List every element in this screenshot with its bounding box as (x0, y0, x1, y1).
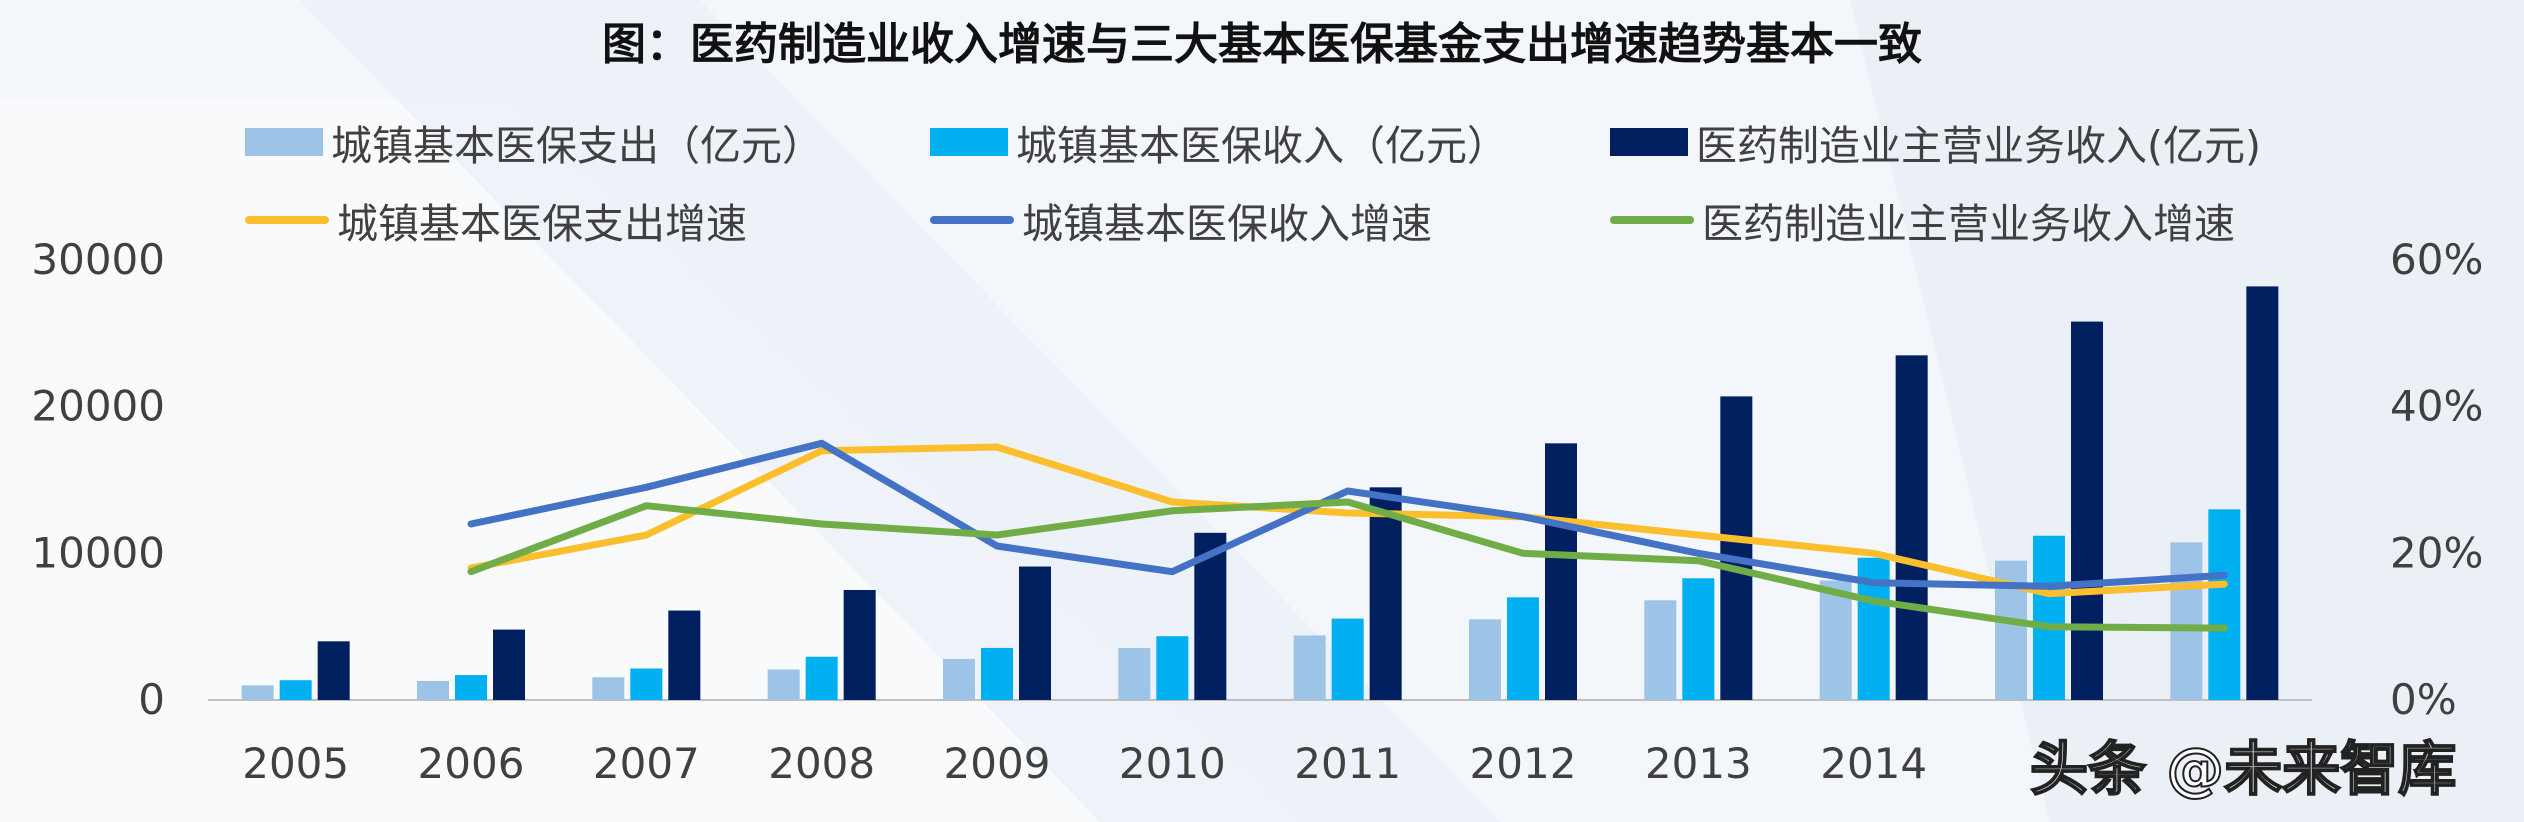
series-line (467, 498, 2228, 632)
bar (493, 629, 525, 700)
y-left-tick-label: 10000 (31, 528, 165, 577)
x-tick-label: 2010 (1119, 739, 1226, 788)
x-tick-label: 2006 (418, 739, 525, 788)
legend-item-pharma-revenue-growth: 医药制造业主营业务收入增速 (1610, 195, 2235, 248)
bar (279, 680, 312, 700)
y-left-tick-label: 30000 (31, 235, 165, 284)
x-tick-label: 2012 (1470, 739, 1577, 788)
legend-swatch (930, 216, 1014, 224)
bar (417, 680, 449, 700)
bar (1507, 597, 1539, 700)
legend-item-pharma-revenue: 医药制造业主营业务收入(亿元) (1610, 117, 2261, 170)
bar (1118, 647, 1151, 700)
x-tick-label: 2009 (944, 739, 1051, 788)
bar (767, 669, 800, 700)
watermark: 头条 @未来智库 (2029, 734, 2457, 804)
x-tick-label: 2014 (1820, 739, 1927, 788)
legend-label: 城镇基本医保支出（亿元） (331, 122, 823, 170)
bar (630, 668, 663, 700)
x-tick-label: 2008 (768, 739, 875, 788)
bar (981, 647, 1013, 700)
bar (1895, 355, 1928, 700)
bar (943, 658, 975, 700)
series-line (467, 439, 2228, 590)
bar (317, 641, 350, 700)
legend-swatch (1610, 216, 1694, 224)
x-tick-label: 2007 (593, 739, 700, 788)
legend-label: 城镇基本医保支出增速 (337, 200, 747, 248)
bar (592, 677, 625, 700)
bar (1545, 443, 1577, 700)
y-left-tick-label: 0 (138, 675, 165, 724)
y-right-tick-label: 40% (2390, 382, 2483, 431)
bar (843, 590, 876, 700)
x-tick-label: 2013 (1645, 739, 1752, 788)
series-line (467, 443, 2228, 598)
legend-label: 城镇基本医保收入增速 (1022, 200, 1432, 248)
bar (455, 675, 487, 700)
legend-label: 城镇基本医保收入（亿元） (1016, 122, 1508, 170)
legend-item-urban-expense-growth: 城镇基本医保支出增速 (245, 195, 747, 248)
legend-item-urban-income-growth: 城镇基本医保收入增速 (930, 195, 1432, 248)
bar (1469, 619, 1501, 700)
bar (1293, 635, 1326, 700)
bar (241, 685, 274, 700)
legend-label: 医药制造业主营业务收入(亿元) (1696, 122, 2261, 170)
y-right-tick-label: 60% (2390, 235, 2483, 284)
legend-swatch (930, 128, 1008, 156)
bar (1019, 566, 1051, 700)
bar (1331, 618, 1364, 700)
x-tick-label: 2011 (1294, 739, 1401, 788)
bar (2033, 535, 2065, 700)
legend-label: 医药制造业主营业务收入增速 (1702, 200, 2235, 248)
chart-title: 图：医药制造业收入增速与三大基本医保基金支出增速趋势基本一致 (602, 19, 1922, 70)
legend-swatch (245, 128, 323, 156)
bar (1369, 487, 1402, 700)
bar (668, 610, 701, 700)
legend-item-urban-expense: 城镇基本医保支出（亿元） (245, 117, 823, 170)
y-right-tick-label: 20% (2390, 528, 2483, 577)
bar (805, 656, 838, 700)
legend-swatch (1610, 128, 1688, 156)
bar (1644, 600, 1677, 700)
bar (1156, 636, 1189, 700)
y-left-tick-label: 20000 (31, 382, 165, 431)
bar (2246, 286, 2279, 700)
bar (2208, 509, 2241, 700)
y-right-tick-label: 0% (2390, 675, 2457, 724)
bar (2071, 321, 2103, 700)
legend-swatch (245, 216, 329, 224)
bar (2170, 542, 2203, 700)
x-tick-label: 2005 (242, 739, 349, 788)
bar (1819, 580, 1852, 700)
bar (1720, 396, 1753, 700)
bar (1682, 578, 1715, 700)
legend-item-urban-income: 城镇基本医保收入（亿元） (930, 117, 1508, 170)
